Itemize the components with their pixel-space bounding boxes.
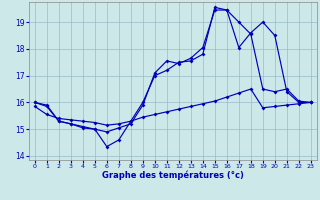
X-axis label: Graphe des températures (°c): Graphe des températures (°c) [102, 171, 244, 180]
